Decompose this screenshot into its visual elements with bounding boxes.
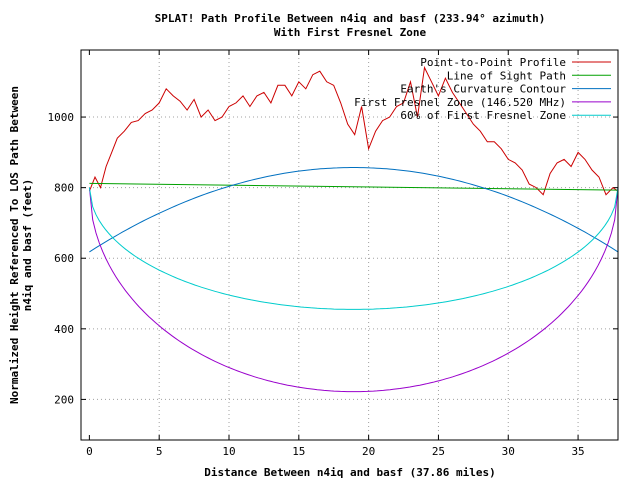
series-line-2	[89, 182, 619, 191]
grid	[81, 50, 618, 440]
x-tick-label: 5	[156, 445, 163, 458]
chart-title-line1: SPLAT! Path Profile Between n4iq and bas…	[155, 12, 546, 25]
legend-label: Line of Sight Path	[447, 69, 566, 82]
x-tick-label: 10	[222, 445, 235, 458]
x-tick-label: 25	[432, 445, 445, 458]
y-axis-label-line1: Normalized Height Referenced To LOS Path…	[8, 86, 21, 404]
series-line-1	[88, 65, 619, 196]
legend-label: Earth's Curvature Contour	[400, 83, 566, 96]
y-tick-label: 800	[54, 182, 74, 195]
y-axis-label-line2: n4iq and basf (feet)	[21, 179, 34, 311]
axis-ticks: 0 5 10 15 20 25 30 35 200 400 600 800 1000	[48, 50, 618, 458]
y-tick-label: 1000	[48, 111, 75, 124]
legend-label: First Fresnel Zone (146.520 MHz)	[354, 96, 566, 109]
y-tick-label: 600	[54, 252, 74, 265]
legend-label: Point-to-Point Profile	[420, 56, 566, 69]
legend-label: 60% of First Fresnel Zone	[400, 109, 566, 122]
series-line-5	[88, 187, 619, 310]
series-line-4	[88, 187, 619, 393]
series-group	[88, 65, 619, 393]
series-line-3	[89, 167, 619, 253]
x-tick-label: 15	[292, 445, 305, 458]
plot-frame	[80, 49, 619, 441]
x-tick-label: 20	[362, 445, 375, 458]
x-tick-label: 0	[86, 445, 93, 458]
x-tick-label: 35	[571, 445, 584, 458]
x-tick-label: 30	[502, 445, 515, 458]
y-axis-label-group: Normalized Height Referenced To LOS Path…	[8, 86, 34, 404]
y-tick-label: 400	[54, 323, 74, 336]
y-tick-label: 200	[54, 393, 74, 406]
chart-title-line2: With First Fresnel Zone	[274, 26, 427, 39]
x-axis-label: Distance Between n4iq and basf (37.86 mi…	[204, 466, 495, 479]
